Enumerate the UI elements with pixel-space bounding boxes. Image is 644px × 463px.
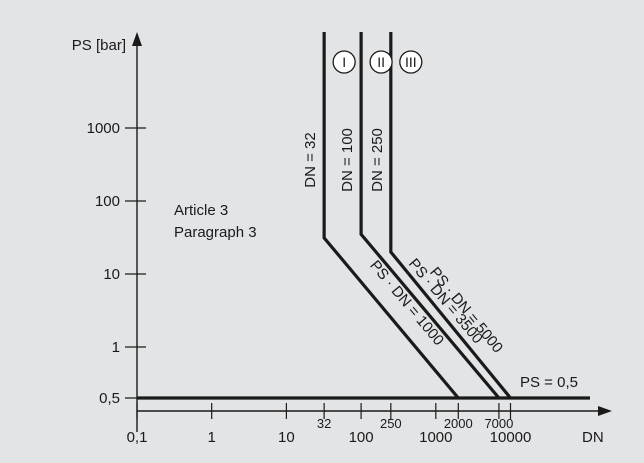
y-axis-title: PS [bar]	[72, 37, 126, 54]
x-tick-label: 1000	[419, 429, 452, 446]
x-tick-label: 0,1	[127, 429, 148, 446]
vertical-series-label: DN = 32	[302, 132, 319, 187]
x-marks: 32 250 2000 7000	[317, 403, 513, 431]
vertical-series-label: DN = 250	[369, 128, 386, 192]
category-badge-label: III	[405, 54, 417, 70]
x-axis-title: DN	[582, 429, 604, 446]
series-line	[322, 32, 460, 400]
baseline-label: PS = 0,5	[520, 374, 578, 391]
y-axis-arrow-icon	[132, 32, 142, 46]
series-line	[389, 32, 512, 400]
x-mark-label: 32	[317, 416, 331, 431]
y-ticks: 0,5 1 10 100 1000	[87, 120, 146, 407]
x-tick-label: 10	[278, 429, 295, 446]
x-tick-label: 1	[208, 429, 216, 446]
y-tick-label: 100	[95, 193, 120, 210]
y-tick-label: 1	[112, 339, 120, 356]
x-mark-label: 2000	[444, 416, 473, 431]
category-badge	[399, 50, 423, 74]
y-tick-label: 0,5	[99, 390, 120, 407]
category-badge-label: II	[377, 54, 385, 70]
x-tick-label: 100	[349, 429, 374, 446]
category-badge	[332, 50, 356, 74]
series-lines	[137, 32, 590, 400]
region-annotation: Article 3 Paragraph 3	[174, 202, 257, 241]
region-label-line1: Article 3	[174, 202, 228, 219]
axes	[132, 32, 612, 432]
x-ticks: 0,1 1 10 100 1000 10000	[127, 403, 532, 446]
category-badge	[369, 50, 393, 74]
x-mark-label: 250	[380, 416, 402, 431]
series-line	[359, 32, 501, 400]
region-label-line2: Paragraph 3	[174, 224, 257, 241]
vertical-series-label: DN = 100	[339, 128, 356, 192]
x-tick-label: 10000	[490, 429, 532, 446]
x-mark-label: 7000	[484, 416, 513, 431]
x-axis-arrow-icon	[598, 406, 612, 416]
y-tick-label: 1000	[87, 120, 120, 137]
y-tick-label: 10	[103, 266, 120, 283]
category-badge-label: I	[342, 54, 346, 70]
